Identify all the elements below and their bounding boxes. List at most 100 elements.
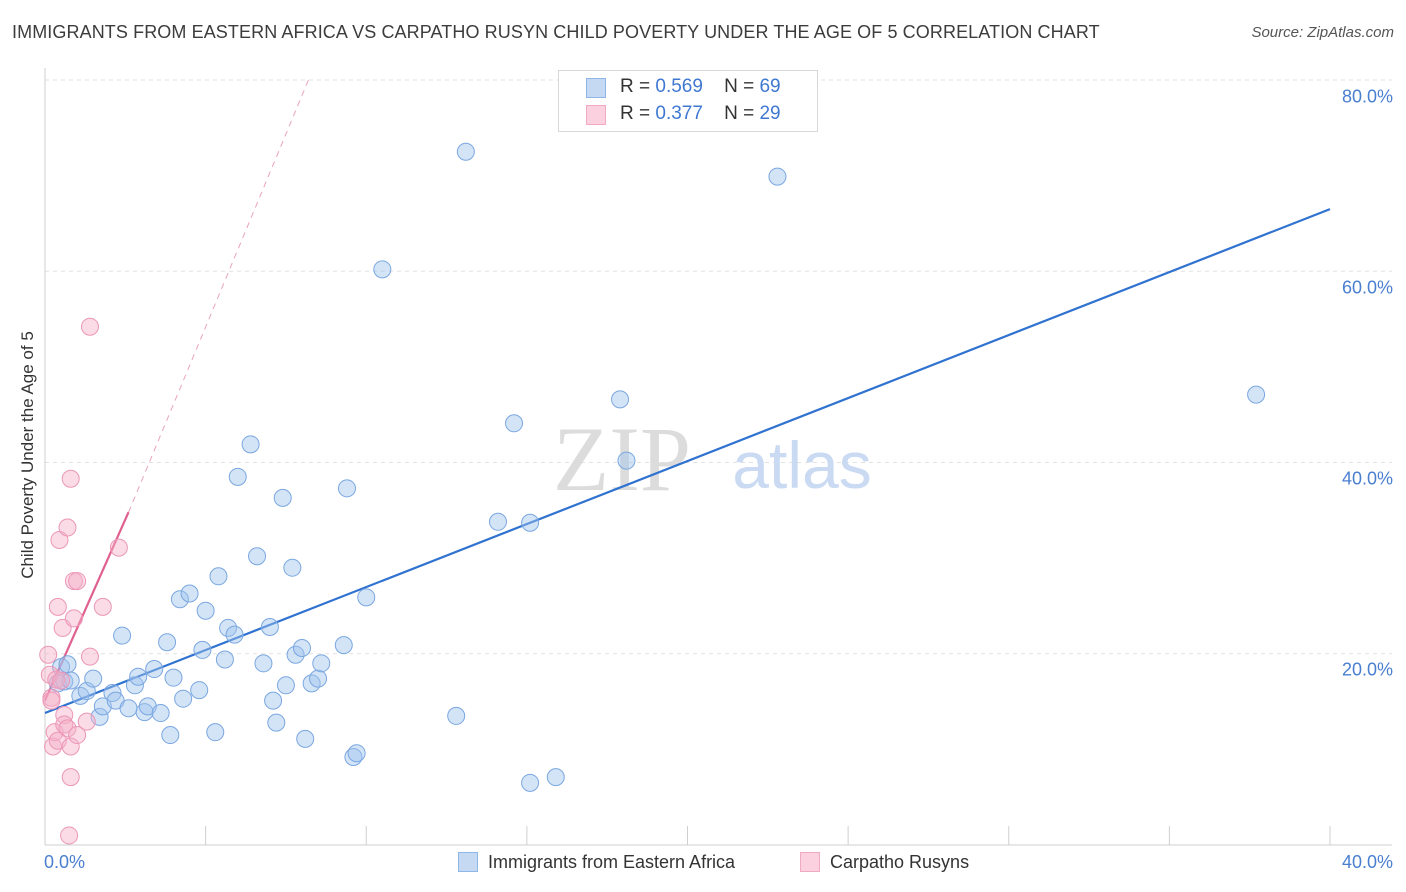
point-eastern-africa (267, 713, 286, 732)
point-carpatho-rusyns (52, 671, 71, 690)
legend-r-label: R = (620, 103, 651, 124)
point-carpatho-rusyns (64, 609, 83, 628)
series-legend-eastern-africa: Immigrants from Eastern Africa (458, 852, 735, 873)
point-carpatho-rusyns (48, 597, 67, 616)
point-carpatho-rusyns (60, 826, 79, 845)
legend-r-label: R = (620, 76, 651, 97)
point-eastern-africa (260, 617, 279, 636)
point-eastern-africa (521, 773, 540, 792)
point-eastern-africa (84, 669, 103, 688)
series-name: Carpatho Rusyns (830, 852, 970, 872)
y-tick-label-80: 80.0% (1341, 86, 1393, 107)
point-carpatho-rusyns (109, 538, 128, 557)
point-eastern-africa (215, 650, 234, 669)
legend-n-value: 69 (759, 76, 781, 97)
point-eastern-africa (312, 654, 331, 673)
point-eastern-africa (254, 654, 273, 673)
source-note: Source: ZipAtlas.com (1251, 24, 1394, 41)
point-carpatho-rusyns (61, 768, 80, 787)
y-tick-label-20: 20.0% (1341, 659, 1393, 680)
point-eastern-africa (505, 414, 524, 433)
point-eastern-africa (219, 618, 238, 637)
legend-swatch-blue (586, 78, 606, 98)
point-eastern-africa (264, 691, 283, 710)
y-axis-label: Child Poverty Under the Age of 5 (18, 331, 37, 579)
watermark-atlas: atlas (732, 428, 871, 502)
point-eastern-africa (151, 704, 170, 723)
correlation-legend: R = 0.569 N = 69 R = 0.377 N = 29 (558, 70, 818, 132)
point-eastern-africa (180, 584, 199, 603)
series-legend-carpatho-rusyns: Carpatho Rusyns (800, 852, 969, 873)
point-eastern-africa (225, 625, 244, 644)
point-eastern-africa (309, 669, 328, 688)
x-tick-label-max: 40.0% (1341, 852, 1393, 872)
point-eastern-africa (768, 167, 787, 186)
point-carpatho-rusyns (77, 712, 96, 731)
point-eastern-africa (617, 451, 636, 470)
data-points (39, 142, 1266, 845)
legend-n-label: N = (724, 76, 755, 97)
point-eastern-africa (196, 601, 215, 620)
legend-r-value: 0.377 (655, 103, 703, 124)
point-eastern-africa (170, 590, 189, 609)
point-carpatho-rusyns (44, 737, 63, 756)
series-name: Immigrants from Eastern Africa (488, 852, 736, 872)
point-eastern-africa (113, 626, 132, 645)
trend-line-eastern-africa (44, 208, 1331, 715)
legend-n-label: N = (724, 103, 755, 124)
point-carpatho-rusyns (80, 647, 99, 666)
point-eastern-africa (193, 640, 212, 659)
point-eastern-africa (119, 699, 138, 718)
series-swatch-pink (800, 852, 820, 872)
legend-swatch-pink (586, 105, 606, 125)
series-swatch-blue (458, 852, 478, 872)
point-eastern-africa (546, 768, 565, 787)
point-eastern-africa (293, 639, 311, 658)
point-eastern-africa (209, 567, 228, 586)
y-tick-label-60: 60.0% (1341, 277, 1393, 298)
point-eastern-africa (273, 488, 292, 507)
point-carpatho-rusyns (58, 719, 77, 738)
point-eastern-africa (296, 729, 315, 748)
point-carpatho-rusyns (61, 737, 80, 756)
point-eastern-africa (164, 668, 183, 687)
legend-r-value: 0.569 (655, 76, 703, 97)
chart-title: IMMIGRANTS FROM EASTERN AFRICA VS CARPAT… (12, 22, 1100, 42)
point-eastern-africa (206, 723, 225, 742)
point-carpatho-rusyns (80, 317, 99, 336)
point-eastern-africa (174, 689, 193, 708)
point-carpatho-rusyns (42, 691, 61, 710)
axes (44, 68, 1392, 846)
x-tick-label-min: 0.0% (44, 852, 86, 872)
point-eastern-africa (158, 633, 177, 652)
point-carpatho-rusyns (39, 645, 58, 664)
point-eastern-africa (190, 681, 209, 700)
point-eastern-africa (488, 512, 507, 531)
y-tick-label-40: 40.0% (1341, 468, 1393, 489)
point-eastern-africa (1247, 385, 1266, 404)
trend-line-carpatho-rusyns-extrapolated (128, 79, 309, 513)
point-carpatho-rusyns (55, 705, 74, 724)
trend-line-carpatho-rusyns (43, 511, 130, 702)
point-eastern-africa (347, 744, 366, 763)
point-carpatho-rusyns (68, 726, 87, 745)
point-eastern-africa (145, 660, 164, 679)
legend-n-value: 29 (759, 103, 781, 124)
point-carpatho-rusyns (61, 469, 80, 488)
point-eastern-africa (456, 142, 475, 161)
point-eastern-africa (447, 706, 466, 725)
point-eastern-africa (286, 645, 305, 664)
point-carpatho-rusyns (58, 518, 77, 537)
point-eastern-africa (337, 479, 356, 498)
point-eastern-africa (276, 676, 295, 695)
point-eastern-africa (248, 547, 267, 566)
point-eastern-africa (521, 513, 540, 532)
grid-lines (45, 79, 1392, 655)
point-eastern-africa (373, 260, 392, 279)
point-eastern-africa (357, 588, 376, 607)
point-eastern-africa (161, 726, 180, 745)
point-carpatho-rusyns (68, 572, 87, 591)
point-eastern-africa (611, 390, 630, 409)
watermark-zip: ZIP (553, 408, 691, 510)
